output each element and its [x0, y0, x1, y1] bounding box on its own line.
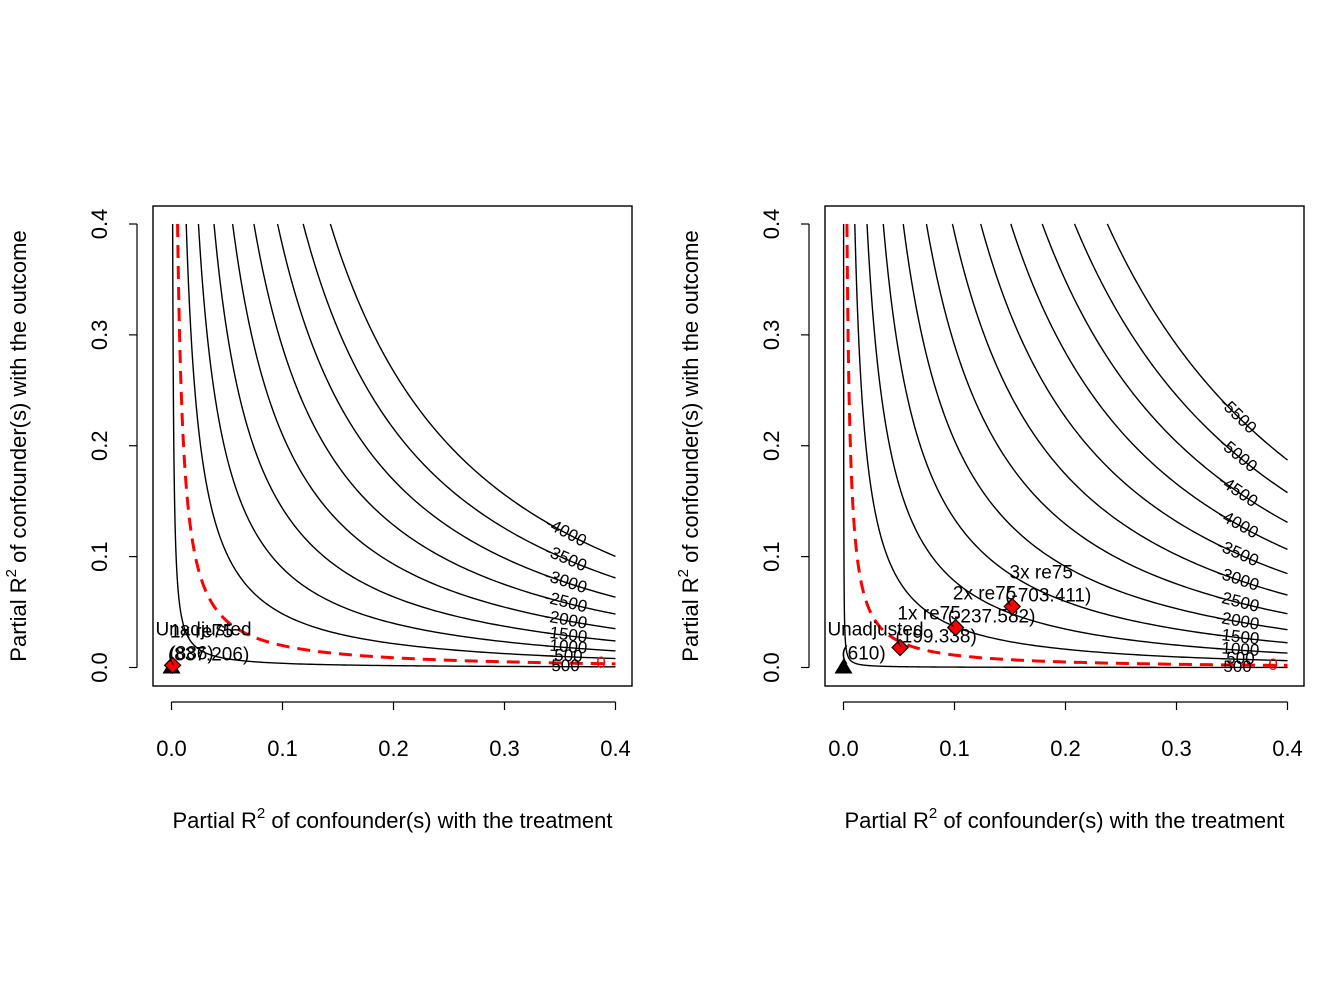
- contour-label--1500: -1500: [1215, 625, 1260, 649]
- y-axis-title-prefix: Partial R: [678, 577, 703, 661]
- x-tick-label: 0.4: [1272, 736, 1303, 761]
- contour-line--3000: [276, 223, 616, 598]
- y-axis-title-sup: 2: [675, 569, 692, 577]
- y-tick-label: 0.3: [87, 320, 112, 351]
- y-axis-title: Partial R2 of confounder(s) with the out…: [675, 230, 703, 661]
- contour-line--500: [854, 224, 1288, 662]
- y-axis-title-suffix: of confounder(s) with the outcome: [6, 230, 31, 569]
- contour-line--500: [185, 224, 616, 660]
- y-tick-label: 0.4: [759, 209, 784, 240]
- bound-value: (-703.411): [1005, 586, 1091, 607]
- contour-lines: [842, 223, 1288, 669]
- contour-line--5000: [1073, 223, 1288, 494]
- unadjusted-label: Unadjusted: [155, 620, 251, 641]
- contour-line--2000: [902, 223, 1288, 631]
- y-tick-label: 0.0: [87, 652, 112, 683]
- contour-lines: [171, 223, 616, 668]
- contour-label-500: 500: [551, 656, 579, 675]
- x-tick-label: 0.2: [378, 736, 409, 761]
- x-tick-label: 0.1: [939, 736, 970, 761]
- y-tick-label: 0.2: [759, 430, 784, 461]
- x-tick-label: 0.3: [489, 736, 520, 761]
- y-axis-title-sup: 2: [3, 569, 20, 577]
- y-tick-label: 0.2: [87, 430, 112, 461]
- unadjusted-marker: [834, 658, 853, 674]
- x-axis-title-suffix: of confounder(s) with the treatment: [937, 808, 1284, 833]
- threshold-label: 0: [1268, 655, 1277, 674]
- x-tick-label: 0.1: [267, 736, 298, 761]
- bound-marker: [946, 618, 965, 637]
- x-tick-label: 0.4: [600, 736, 631, 761]
- bound-value: (199.338): [895, 627, 976, 648]
- unadjusted-value: (610): [841, 644, 885, 665]
- contour-label--500: -500: [548, 645, 583, 665]
- contour-line--2500: [925, 223, 1288, 615]
- y-axis-title-suffix: of confounder(s) with the outcome: [678, 230, 703, 569]
- x-axis-title-sup: 2: [929, 805, 937, 822]
- bound-label: 1x re75: [170, 621, 233, 642]
- x-axis-title-suffix: of confounder(s) with the treatment: [265, 808, 612, 833]
- contour-label--500: -500: [1220, 648, 1255, 668]
- contour-line--1000: [866, 223, 1288, 654]
- plot-frame: [152, 205, 633, 687]
- x-axis-title-prefix: Partial R: [845, 808, 929, 833]
- y-tick-label: 0.1: [759, 541, 784, 572]
- contour-line--2500: [253, 223, 616, 615]
- bound-marker: [1003, 597, 1022, 616]
- y-tick-label: 0.0: [759, 652, 784, 683]
- bound-value: (-237.582): [948, 607, 1036, 628]
- contour-line--1000: [197, 223, 616, 652]
- x-axis-title-sup: 2: [257, 805, 265, 822]
- x-tick-label: 0.0: [828, 736, 859, 761]
- contour-line--4000: [329, 223, 616, 557]
- bound-value: (837.206): [168, 644, 249, 665]
- contour-line--4500: [1041, 223, 1288, 524]
- x-tick-label: 0.2: [1050, 736, 1081, 761]
- x-axis-title: Partial R2 of confounder(s) with the tre…: [845, 805, 1285, 833]
- unadjusted-value: (886): [169, 644, 213, 665]
- y-tick-label: 0.4: [87, 209, 112, 240]
- bound-marker: [891, 638, 909, 657]
- plot-frame: [824, 205, 1305, 687]
- contour-label--1000: -1000: [1215, 638, 1260, 660]
- contour-line--1500: [882, 223, 1288, 644]
- bound-label: 2x re75: [953, 584, 1016, 605]
- contour-line--1500: [213, 223, 616, 642]
- contour-line--5500: [1106, 223, 1288, 461]
- y-tick-label: 0.1: [87, 541, 112, 572]
- contour-line--3500: [980, 223, 1288, 575]
- contour-line--2000: [231, 223, 616, 630]
- y-axis-title-prefix: Partial R: [6, 577, 31, 661]
- threshold-label: 0: [596, 653, 605, 672]
- unadjusted-label: Unadjusted: [827, 620, 923, 641]
- contour-line-500: [171, 224, 616, 668]
- bound-marker: [163, 656, 182, 675]
- contour-label--1000: -1000: [543, 635, 588, 657]
- x-axis-title: Partial R2 of confounder(s) with the tre…: [173, 805, 613, 833]
- y-tick-label: 0.3: [759, 320, 784, 351]
- threshold-line: [176, 223, 616, 666]
- contour-panel-left: 500-500-1000-1500-2000-2500-3000-3500-40…: [3, 205, 633, 833]
- contour-label-500: 500: [1223, 657, 1251, 676]
- bound-label: 3x re75: [1010, 563, 1073, 584]
- bound-label: 1x re75: [897, 604, 960, 625]
- x-axis-title-prefix: Partial R: [173, 808, 257, 833]
- x-tick-label: 0.0: [156, 736, 187, 761]
- contour-line--4000: [1010, 223, 1288, 551]
- x-tick-label: 0.3: [1161, 736, 1192, 761]
- contour-line--3500: [302, 223, 616, 579]
- y-axis-title: Partial R2 of confounder(s) with the out…: [3, 230, 31, 661]
- threshold-line: [845, 223, 1288, 667]
- contour-line-500: [842, 223, 1288, 669]
- contour-line--3000: [951, 223, 1288, 596]
